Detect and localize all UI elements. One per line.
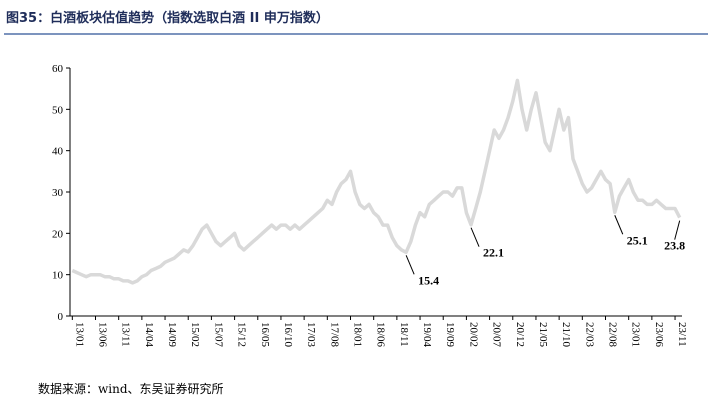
y-tick-label: 0 (58, 311, 64, 323)
x-tick-label: 20/12 (514, 322, 526, 347)
x-tick-label: 16/05 (259, 322, 271, 348)
x-tick-label: 17/03 (305, 322, 317, 348)
source-note: 数据来源：wind、东吴证券研究所 (38, 381, 224, 396)
y-tick-label: 50 (52, 104, 64, 116)
data-label: 15.4 (418, 273, 439, 287)
x-tick-label: 14/09 (166, 322, 178, 348)
y-tick-label: 60 (52, 63, 64, 75)
x-tick-label: 18/11 (398, 322, 410, 347)
data-label: 25.1 (627, 233, 648, 247)
x-tick-label: 18/01 (352, 322, 364, 347)
x-tick-label: 15/02 (189, 322, 201, 347)
x-tick-label: 21/05 (537, 322, 549, 348)
x-tick-label: 23/11 (676, 322, 688, 347)
y-tick-label: 30 (52, 187, 64, 199)
x-tick-label: 15/07 (212, 322, 224, 348)
label-leader (614, 215, 624, 235)
label-leader (470, 227, 480, 247)
chart-title: 图35：白酒板块估值趋势（指数选取白酒 II 申万指数） (6, 10, 329, 26)
x-tick-label: 21/10 (560, 322, 572, 348)
y-tick-label: 40 (52, 146, 64, 158)
series-line (71, 78, 682, 285)
x-tick-label: 23/01 (630, 322, 642, 347)
x-tick-label: 14/04 (143, 322, 155, 348)
data-label: 22.1 (483, 246, 504, 260)
x-tick-label: 17/08 (328, 322, 340, 348)
label-leader (674, 220, 681, 240)
label-leader (405, 255, 415, 275)
x-tick-label: 20/02 (467, 322, 479, 347)
x-tick-label: 19/04 (421, 322, 433, 348)
data-label: 23.8 (664, 239, 685, 253)
x-tick-label: 15/12 (236, 322, 248, 347)
x-tick-label: 19/09 (444, 322, 456, 348)
y-tick-label: 10 (52, 270, 64, 282)
x-tick-label: 13/06 (97, 322, 109, 348)
x-tick-label: 23/06 (653, 322, 665, 348)
x-tick-label: 13/01 (73, 322, 85, 347)
x-tick-label: 18/06 (375, 322, 387, 348)
x-tick-label: 16/10 (282, 322, 294, 348)
x-tick-label: 22/03 (583, 322, 595, 348)
y-tick-label: 20 (52, 228, 64, 240)
x-tick-label: 22/08 (607, 322, 619, 348)
x-tick-label: 13/11 (120, 322, 132, 347)
x-tick-label: 20/07 (491, 322, 503, 348)
